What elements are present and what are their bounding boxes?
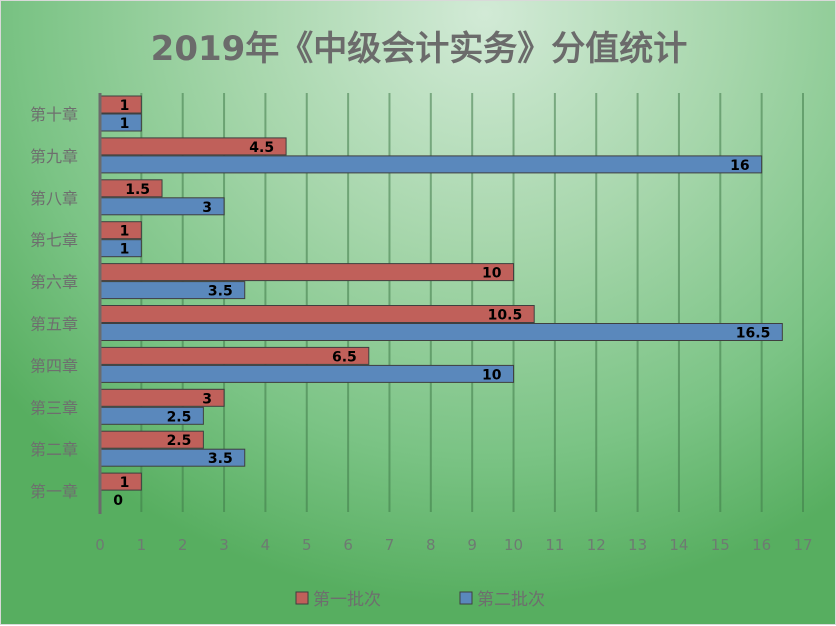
legend-label: 第一批次 — [313, 590, 381, 610]
data-label: 3 — [202, 391, 212, 407]
x-tick-label: 1 — [137, 536, 147, 554]
y-tick-label: 第七章 — [30, 231, 78, 250]
x-tick-label: 8 — [426, 536, 436, 554]
y-tick-label: 第五章 — [30, 314, 78, 333]
bar-2 — [99, 155, 763, 174]
y-tick-label: 第六章 — [30, 273, 78, 292]
data-label: 10.5 — [488, 308, 523, 324]
data-label: 16.5 — [736, 326, 771, 342]
data-label: 1 — [120, 475, 130, 491]
bar-1 — [99, 263, 515, 282]
data-label: 1 — [120, 116, 130, 132]
data-label: 10 — [482, 266, 502, 282]
data-label: 3.5 — [208, 284, 233, 300]
x-tick-label: 6 — [343, 536, 353, 554]
bar-2 — [99, 364, 515, 383]
data-label: 2.5 — [167, 409, 192, 425]
data-label: 10 — [482, 367, 502, 383]
x-tick-label: 2 — [178, 536, 188, 554]
x-tick-label: 3 — [219, 536, 229, 554]
data-label: 3 — [202, 200, 212, 216]
x-tick-label: 0 — [95, 536, 105, 554]
y-tick-label: 第九章 — [30, 147, 78, 166]
data-label: 1.5 — [125, 182, 150, 198]
legend-swatch — [459, 591, 473, 605]
legend-swatch — [295, 591, 309, 605]
legend-label: 第二批次 — [477, 590, 545, 610]
x-tick-label: 7 — [385, 536, 395, 554]
data-label: 1 — [120, 242, 130, 258]
bar-2 — [99, 323, 783, 341]
x-tick-label: 5 — [302, 536, 312, 554]
y-tick-label: 第一章 — [30, 482, 78, 501]
x-tick-label: 10 — [504, 536, 523, 554]
x-tick-label: 14 — [669, 536, 688, 554]
data-label: 0 — [113, 493, 123, 509]
bar-1 — [99, 346, 370, 365]
x-tick-label: 12 — [587, 536, 606, 554]
y-tick-label: 第十章 — [30, 105, 78, 124]
x-tick-label: 17 — [793, 536, 812, 554]
data-label: 1 — [120, 224, 130, 240]
data-label: 4.5 — [249, 140, 274, 156]
x-tick-label: 13 — [628, 536, 647, 554]
x-tick-label: 16 — [752, 536, 771, 554]
x-tick-label: 11 — [545, 536, 564, 554]
data-label: 16 — [730, 158, 749, 174]
chart-title: 2019年《中级会计实务》分值统计 — [150, 29, 688, 69]
y-tick-label: 第八章 — [30, 189, 78, 208]
bar-1 — [99, 305, 535, 323]
data-label: 3.5 — [208, 451, 233, 467]
data-label: 1 — [120, 98, 130, 114]
x-tick-label: 15 — [711, 536, 730, 554]
y-tick-label: 第二章 — [30, 440, 78, 459]
y-tick-label: 第四章 — [30, 356, 78, 375]
y-tick-label: 第三章 — [30, 398, 78, 417]
data-label: 2.5 — [167, 433, 192, 449]
x-tick-label: 9 — [467, 536, 477, 554]
x-tick-label: 4 — [261, 536, 271, 554]
data-label: 6.5 — [332, 349, 357, 365]
